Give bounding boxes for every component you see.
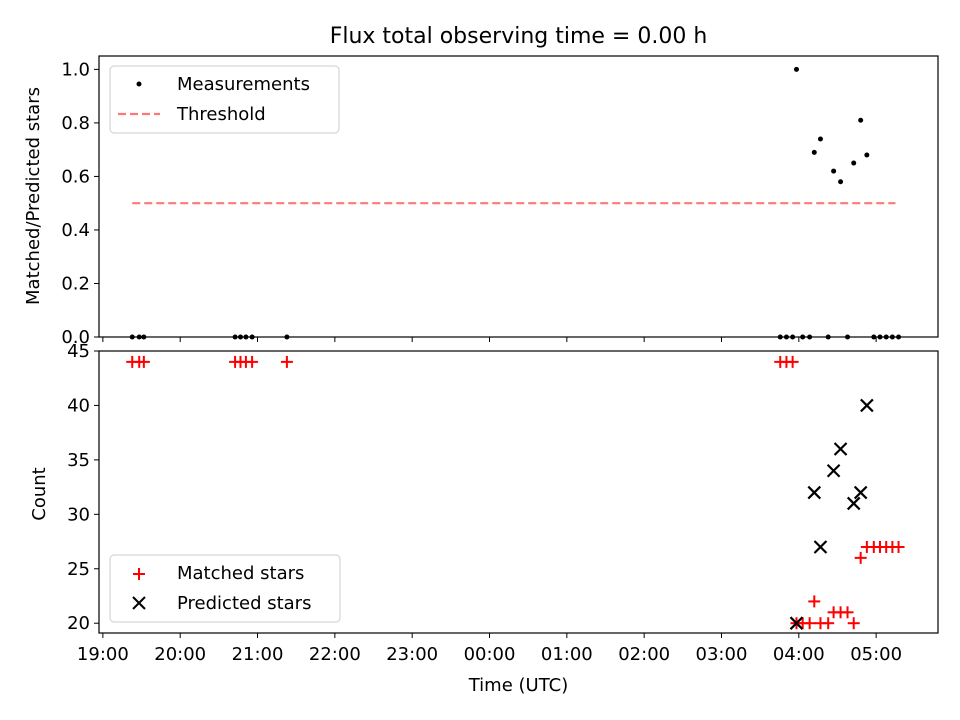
bottom-y-tick-label: 45: [67, 341, 90, 362]
matched-star-point: [803, 617, 816, 630]
top-panel: 0.0 0.2 0.4 0.6 0.8 1.0 Matched/Predicted sta…: [23, 55, 939, 348]
bottom-y-tick-label: 25: [67, 559, 90, 580]
bottom-y-axis-label: Count: [29, 467, 50, 520]
bottom-y-ticks: 20 25 30 35 40 45: [67, 341, 99, 634]
legend-label-matched-stars: Matched stars: [177, 563, 304, 584]
legend-label-predicted-stars: Predicted stars: [177, 593, 311, 614]
measurement-point: [811, 149, 817, 155]
bottom-x-tick-label: 02:00: [618, 644, 670, 665]
predicted-star-point: [833, 442, 848, 456]
measurement-point: [817, 136, 823, 142]
matched-star-point: [854, 551, 867, 564]
legend-marker-matched-stars: [133, 568, 145, 580]
chart-title: Flux total observing time = 0.00 h: [330, 24, 708, 49]
bottom-x-tick-label: 23:00: [386, 644, 438, 665]
top-y-tick-label: 1.0: [61, 59, 90, 80]
bottom-x-tick-label: 00:00: [464, 644, 516, 665]
bottom-legend-box: [109, 554, 341, 623]
top-legend: Measurements Threshold: [109, 65, 340, 134]
bottom-x-tick-label: 19:00: [77, 644, 129, 665]
legend-label-measurements: Measurements: [177, 74, 310, 95]
top-y-tick-label: 0.0: [61, 327, 90, 348]
top-y-tick-label: 0.6: [61, 166, 90, 187]
bottom-y-tick-label: 35: [67, 450, 90, 471]
predicted-star-point: [860, 398, 874, 413]
predicted-star-point: [826, 463, 841, 478]
measurement-point: [831, 168, 837, 174]
top-y-ticks: 0.0 0.2 0.4 0.6 0.8 1.0: [61, 59, 99, 348]
measurement-point: [793, 66, 799, 72]
top-y-tick-label: 0.8: [61, 113, 90, 134]
measurement-point: [864, 152, 870, 158]
legend-label-threshold: Threshold: [176, 104, 266, 125]
matched-star-point: [246, 355, 259, 368]
predicted-star-point: [846, 496, 861, 511]
bottom-x-ticks: 19:00 20:00 21:00 22:00 23:00 00:00 01:00 02:00…: [77, 633, 902, 665]
matched-star-point: [847, 617, 860, 630]
legend-marker-predicted-stars: [132, 596, 146, 610]
matched-star-point: [822, 617, 835, 630]
top-x-ticks: [102, 337, 877, 342]
bottom-plot-frame: [98, 350, 939, 634]
bottom-x-tick-label: 04:00: [773, 644, 825, 665]
measurement-point: [838, 179, 844, 185]
predicted-star-point: [813, 540, 828, 554]
predicted-star-point: [807, 485, 822, 500]
matched-star-point: [892, 540, 905, 553]
legend-marker-measurements: [136, 81, 142, 87]
bottom-y-tick-label: 40: [67, 395, 90, 416]
top-y-axis-label: Matched/Predicted stars: [23, 87, 44, 305]
matched-star-point: [808, 595, 821, 608]
bottom-panel: 20 25 30 35 40 45 19:00 20:00 21:00 22:00 23:00 00…: [29, 341, 939, 696]
top-y-tick-label: 0.2: [61, 273, 90, 294]
bottom-x-tick-label: 22:00: [309, 644, 361, 665]
bottom-x-tick-label: 03:00: [696, 644, 748, 665]
bottom-y-tick-label: 20: [67, 613, 90, 634]
matched-star-point: [841, 606, 854, 619]
top-legend-box: [109, 65, 340, 134]
bottom-legend: Matched stars Predicted stars: [109, 554, 341, 623]
bottom-y-tick-label: 30: [67, 504, 90, 525]
bottom-x-tick-label: 01:00: [541, 644, 593, 665]
x-axis-label: Time (UTC): [468, 675, 569, 696]
measurement-point: [851, 160, 857, 166]
bottom-x-tick-label: 21:00: [232, 644, 284, 665]
matched-star-point: [280, 355, 293, 368]
bottom-x-tick-label: 20:00: [154, 644, 206, 665]
measurement-point: [858, 117, 864, 123]
bottom-x-tick-label: 05:00: [850, 644, 902, 665]
predicted-star-point: [789, 616, 804, 630]
matched-star-point: [786, 355, 799, 368]
bottom-plot-marks: [126, 355, 905, 630]
predicted-star-point: [853, 485, 868, 500]
matched-star-point: [137, 355, 150, 368]
top-y-tick-label: 0.4: [61, 220, 90, 241]
top-plot-frame: [98, 55, 939, 338]
